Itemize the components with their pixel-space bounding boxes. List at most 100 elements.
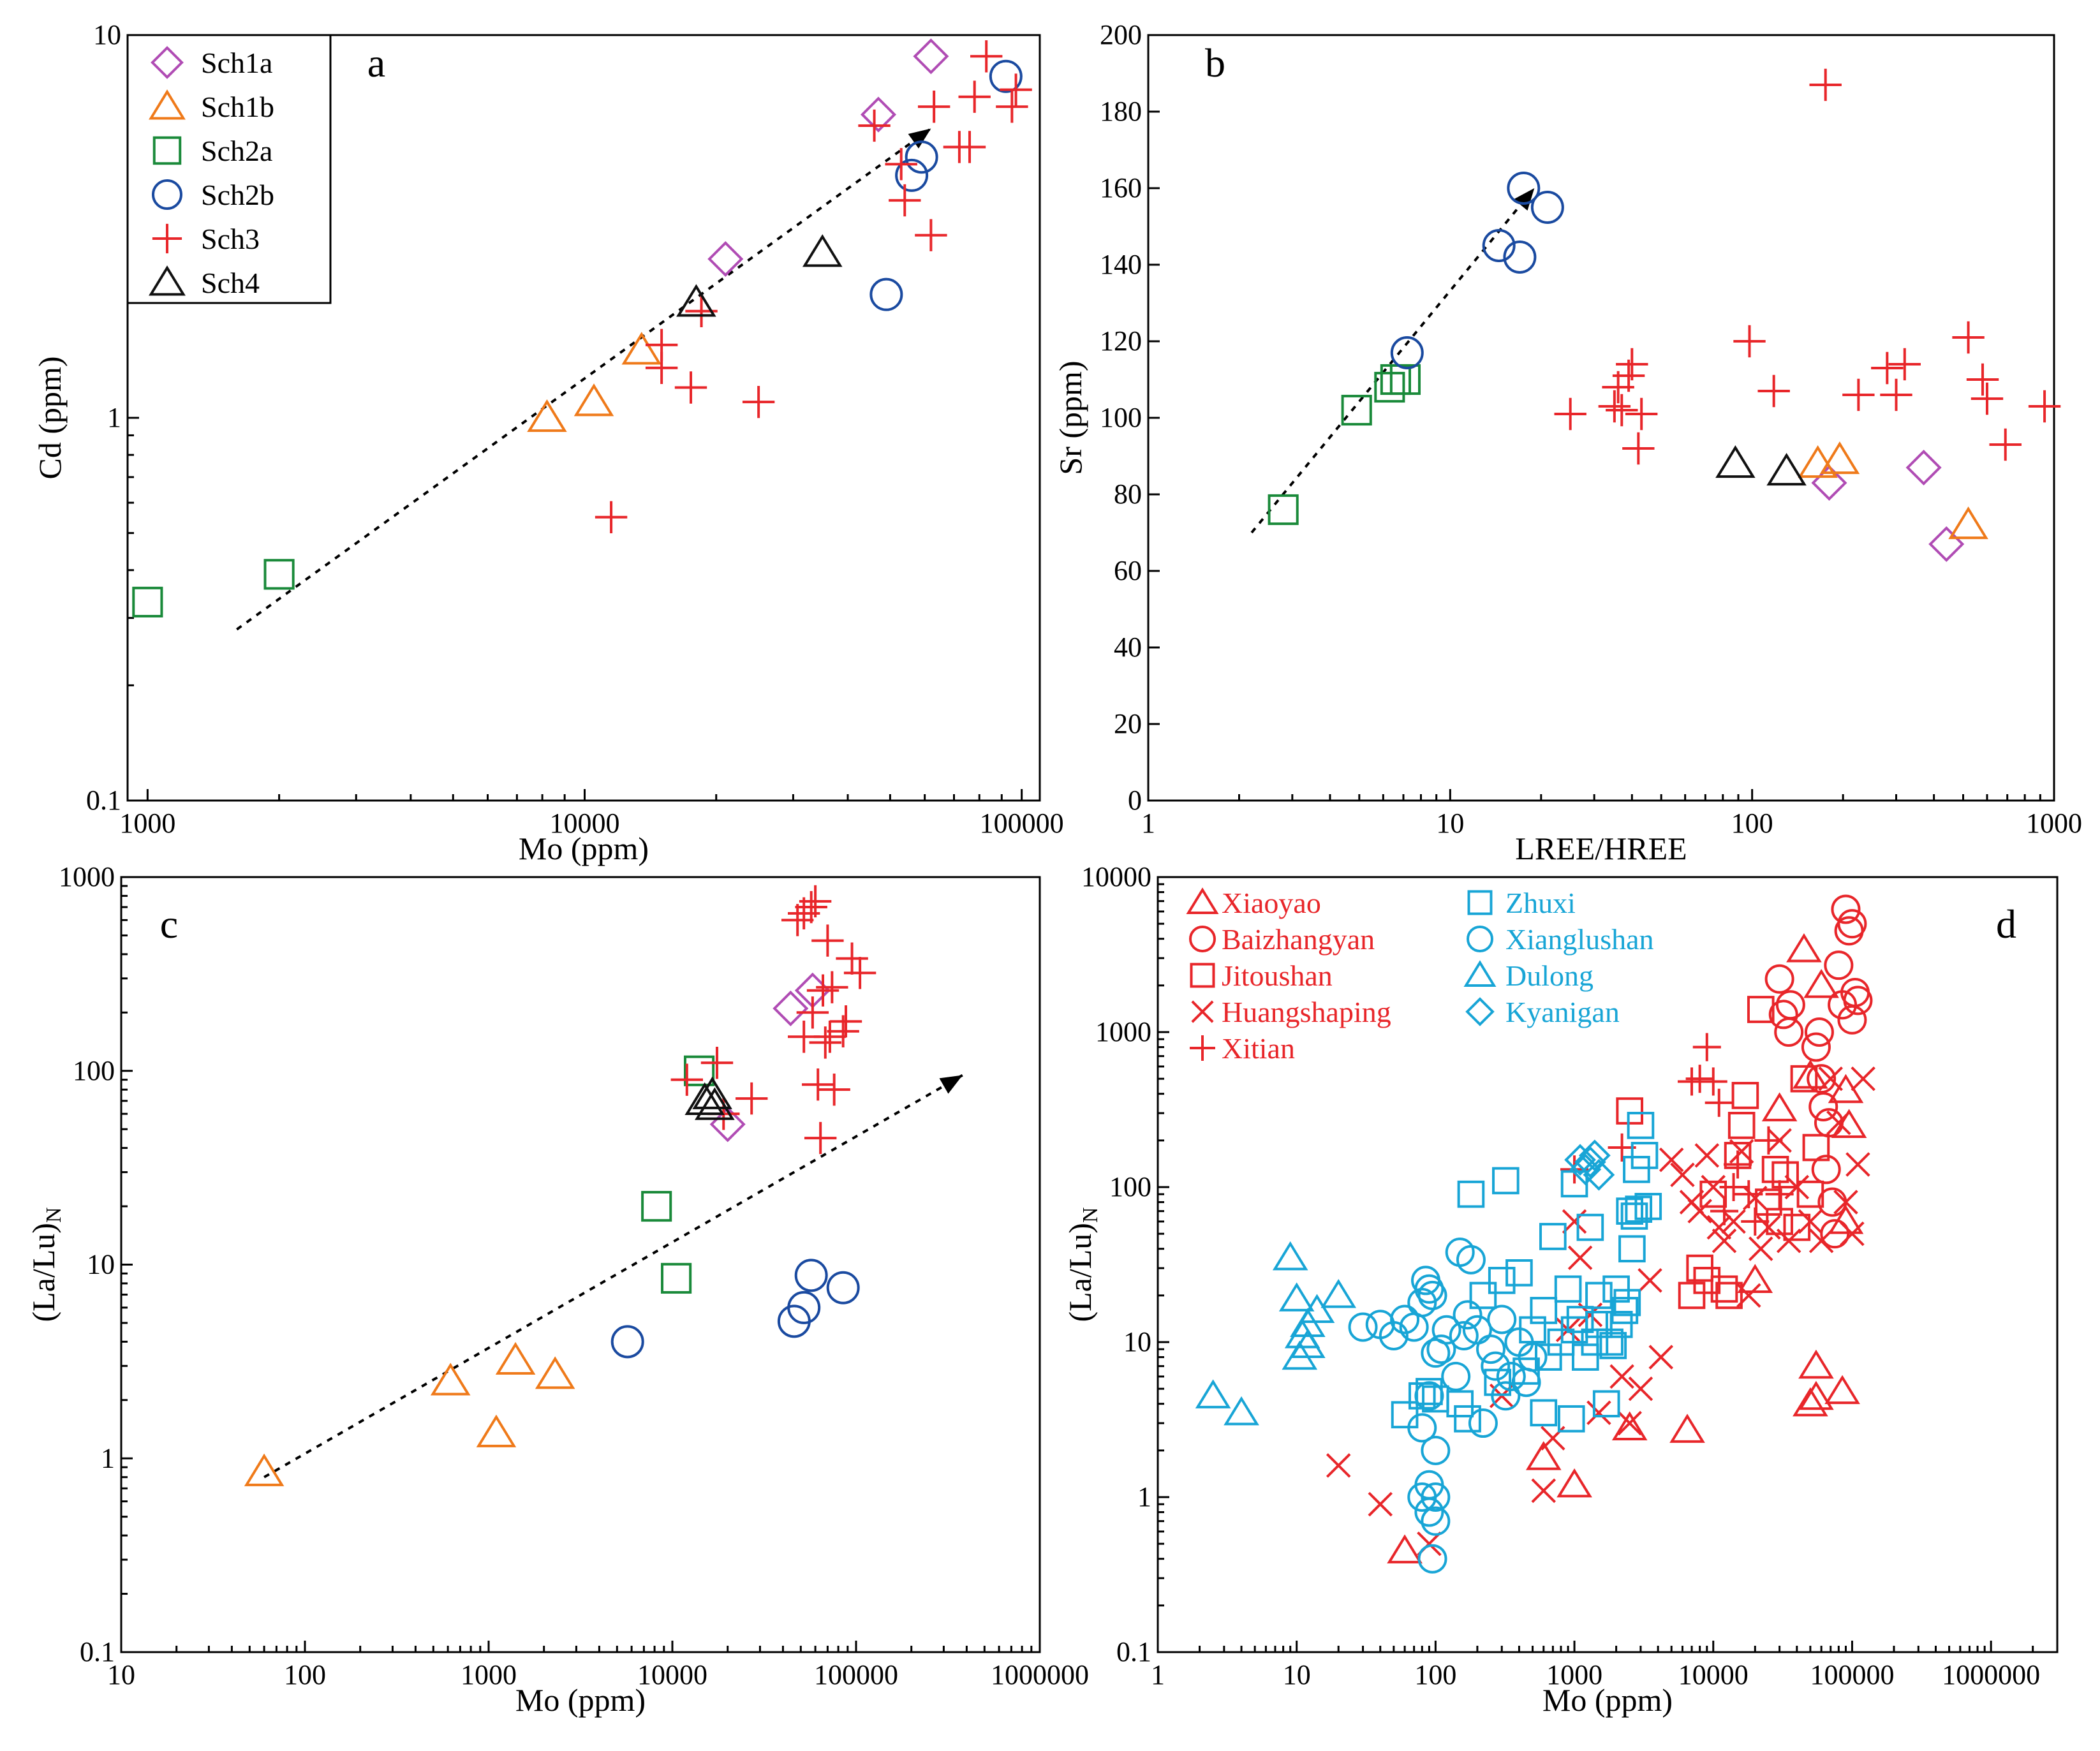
data-point: [1224, 1396, 1259, 1426]
series-sch3: [670, 885, 876, 1155]
legend-marker: [1186, 887, 1219, 914]
data-point: [953, 131, 986, 163]
data-point: [1775, 990, 1805, 1020]
series-sch3: [595, 40, 1032, 533]
data-point: [1417, 1544, 1447, 1574]
legend-label: Xiaoyao: [1222, 887, 1321, 919]
data-point: [1487, 1304, 1517, 1334]
data-point: [1368, 1491, 1393, 1517]
data-point: [244, 1453, 285, 1486]
data-point: [1421, 1482, 1451, 1512]
data-point: [773, 990, 809, 1026]
data-point: [1710, 1197, 1739, 1225]
data-point: [573, 383, 614, 417]
x-axis-label: LREE/HREE: [1515, 831, 1687, 866]
data-point: [1888, 348, 1921, 381]
data-point: [1625, 397, 1658, 431]
data-point: [692, 1076, 732, 1109]
data-point: [1701, 1174, 1726, 1200]
data-point: [1798, 1209, 1823, 1234]
legend-label: Sch4: [201, 267, 260, 299]
legend-marker: [149, 265, 186, 296]
data-point: [1803, 968, 1839, 998]
x-axis-label: Mo (ppm): [1542, 1682, 1673, 1718]
data-point: [2028, 390, 2061, 423]
x-tick-label: 100000: [814, 1659, 898, 1690]
data-point: [1628, 1376, 1653, 1401]
axis-ticks: [120, 876, 1041, 1653]
data-point: [1771, 1161, 1799, 1189]
y-tick-label: 20: [1114, 708, 1142, 739]
data-point: [700, 1046, 734, 1079]
data-point: [1421, 1506, 1451, 1536]
legend-label: Kyanigan: [1505, 996, 1620, 1028]
data-point: [1692, 1033, 1721, 1061]
data-point: [905, 140, 938, 174]
data-point: [1952, 321, 1985, 354]
data-point: [1793, 1387, 1828, 1417]
legend-marker: [152, 223, 182, 254]
data-point: [645, 329, 678, 362]
data-point: [1456, 1245, 1486, 1274]
data-point: [1195, 1379, 1231, 1408]
data-point: [1462, 1315, 1492, 1345]
data-point: [1737, 1264, 1773, 1293]
data-point: [1457, 1180, 1485, 1208]
data-point: [1715, 445, 1756, 478]
data-point: [860, 96, 897, 133]
data-point: [1571, 1343, 1599, 1371]
legend-marker: [1463, 960, 1497, 987]
data-point: [1819, 441, 1860, 475]
data-point: [1616, 1097, 1644, 1125]
data-point: [1407, 1413, 1437, 1443]
data-point: [958, 80, 991, 113]
legend-label: Huangshaping: [1222, 996, 1391, 1028]
legend-label: Sch2a: [201, 135, 272, 167]
data-point: [684, 1082, 725, 1115]
data-point: [1272, 1241, 1308, 1271]
legend-marker: [152, 179, 182, 210]
x-tick-label: 100: [1731, 808, 1773, 839]
data-point: [674, 371, 707, 404]
x-tick-label: 10000: [549, 808, 619, 839]
data-point: [641, 1190, 672, 1222]
data-point: [1414, 1497, 1444, 1527]
x-tick-label: 10: [1436, 808, 1464, 839]
y-tick-label: 10000: [1081, 861, 1151, 892]
data-point: [1678, 1282, 1706, 1310]
x-axis-label: Mo (ppm): [519, 831, 649, 866]
legend-label: Xianglushan: [1505, 923, 1654, 956]
data-point: [1618, 1235, 1646, 1263]
data-point: [989, 59, 1023, 93]
data-point: [1379, 1320, 1409, 1350]
data-point: [1000, 73, 1032, 106]
data-point: [1554, 1275, 1582, 1303]
data-point: [736, 1082, 768, 1115]
data-point: [1768, 1000, 1798, 1030]
data-point: [1710, 1275, 1738, 1303]
series-xianglushan: [1348, 1238, 1548, 1574]
data-point: [1837, 1005, 1867, 1035]
data-point: [777, 1304, 811, 1338]
data-point: [1905, 449, 1942, 486]
trend-arrow-head: [939, 1075, 963, 1094]
data-point: [1530, 1297, 1558, 1324]
data-point: [430, 1363, 471, 1396]
data-point: [1648, 1345, 1674, 1370]
data-point: [1754, 1126, 1783, 1155]
data-point: [1627, 1111, 1655, 1139]
data-point: [1971, 382, 2004, 415]
y-tick-label: 160: [1100, 172, 1142, 203]
y-tick-label: 100: [1100, 402, 1142, 433]
data-point: [802, 1068, 834, 1101]
data-point: [1790, 1065, 1818, 1093]
data-point: [1488, 1266, 1516, 1294]
data-point: [1755, 1188, 1782, 1216]
legend-marker: [1190, 963, 1215, 988]
data-point: [1776, 1229, 1801, 1253]
panel-b: 1 10 100 1000 0 20 40 60 80 100 120 140 160 180 200 LRE…: [1053, 19, 2082, 866]
data-point: [1348, 1312, 1378, 1342]
y-tick-label: 10: [93, 19, 121, 50]
legend-label: Jitoushan: [1222, 959, 1333, 992]
legend-label: Zhuxi: [1505, 887, 1576, 919]
